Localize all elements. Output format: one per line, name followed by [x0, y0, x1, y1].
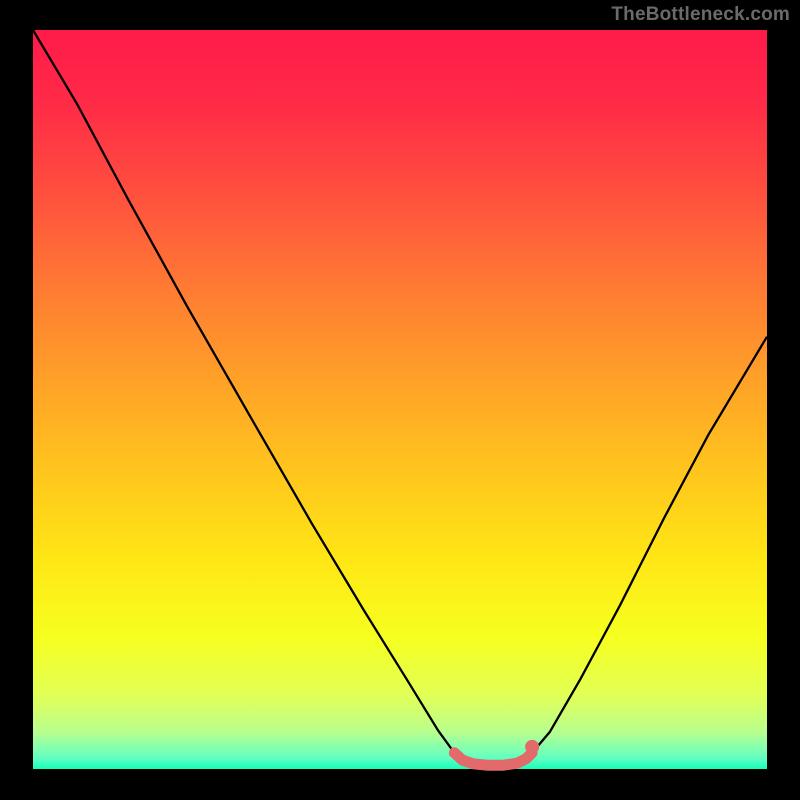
highlight-end-marker	[525, 740, 539, 754]
bottleneck-chart	[0, 0, 800, 800]
watermark-text: TheBottleneck.com	[611, 4, 790, 26]
plot-background	[33, 30, 767, 769]
chart-frame: TheBottleneck.com	[0, 0, 800, 800]
